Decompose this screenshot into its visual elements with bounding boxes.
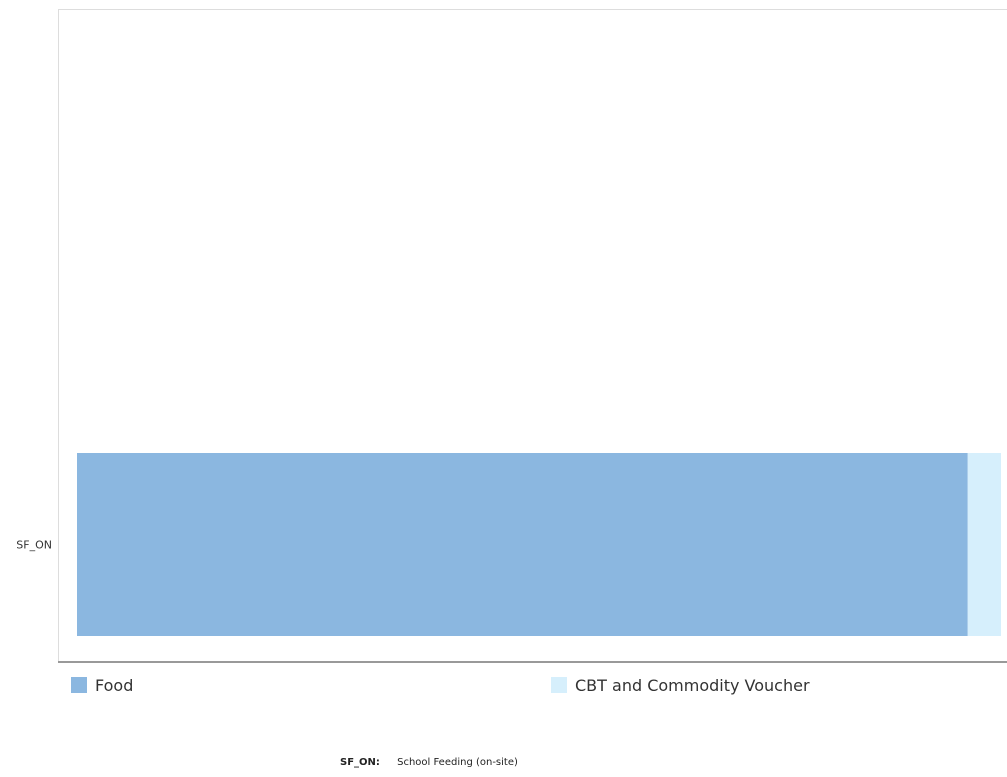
legend-swatch-cbt-voucher — [551, 677, 567, 693]
legend-item-food[interactable]: Food — [71, 675, 133, 695]
bar-sf-on-food[interactable] — [77, 453, 968, 636]
bar-sf-on-cbt-and-commodity-voucher[interactable] — [967, 453, 1001, 636]
footnote: SF_ON: School Feeding (on-site) — [340, 757, 518, 768]
legend-item-cbt-voucher[interactable]: CBT and Commodity Voucher — [551, 675, 810, 695]
category-label-sf-on: SF_ON — [16, 539, 52, 552]
legend-label-food: Food — [95, 675, 134, 695]
footnote-code: SF_ON: — [340, 757, 380, 768]
footnote-description: School Feeding (on-site) — [397, 757, 518, 768]
bars-group — [77, 453, 1001, 636]
category-labels: SF_ON — [16, 539, 52, 552]
legend-label-cbt-voucher: CBT and Commodity Voucher — [575, 675, 810, 695]
legend-swatch-food — [71, 677, 87, 693]
